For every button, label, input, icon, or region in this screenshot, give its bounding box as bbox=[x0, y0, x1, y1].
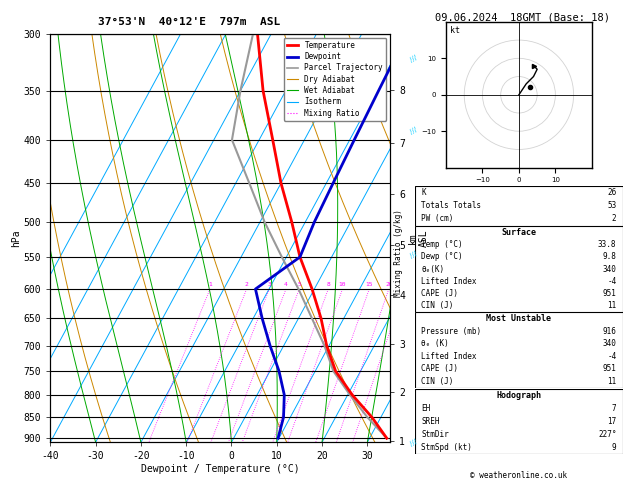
Text: Lifted Index: Lifted Index bbox=[421, 277, 477, 286]
Text: 11: 11 bbox=[607, 301, 616, 310]
Text: Surface: Surface bbox=[501, 228, 537, 237]
Text: Mixing Ratio (g/kg): Mixing Ratio (g/kg) bbox=[394, 209, 403, 296]
Text: 11: 11 bbox=[607, 377, 616, 386]
Text: StmDir: StmDir bbox=[421, 430, 449, 439]
Text: StmSpd (kt): StmSpd (kt) bbox=[421, 443, 472, 452]
Text: 20: 20 bbox=[385, 282, 392, 287]
Y-axis label: km
ASL: km ASL bbox=[408, 229, 429, 247]
Text: Most Unstable: Most Unstable bbox=[486, 314, 552, 323]
Text: 951: 951 bbox=[603, 364, 616, 374]
Text: ///: /// bbox=[409, 250, 418, 259]
Text: θₑ(K): θₑ(K) bbox=[421, 264, 445, 274]
Text: Temp (°C): Temp (°C) bbox=[421, 240, 463, 249]
Text: 340: 340 bbox=[603, 339, 616, 348]
Text: 17: 17 bbox=[607, 417, 616, 426]
Text: 8: 8 bbox=[326, 282, 330, 287]
Text: © weatheronline.co.uk: © weatheronline.co.uk bbox=[470, 471, 567, 480]
Text: kt: kt bbox=[450, 26, 460, 35]
Text: 5: 5 bbox=[298, 282, 301, 287]
Text: 33.8: 33.8 bbox=[598, 240, 616, 249]
Text: 9: 9 bbox=[612, 443, 616, 452]
Text: CAPE (J): CAPE (J) bbox=[421, 289, 459, 298]
Text: 26: 26 bbox=[607, 188, 616, 197]
Text: EH: EH bbox=[421, 404, 431, 413]
Text: 227°: 227° bbox=[598, 430, 616, 439]
Text: CAPE (J): CAPE (J) bbox=[421, 364, 459, 374]
Text: K: K bbox=[421, 188, 426, 197]
Text: ///: /// bbox=[409, 55, 418, 64]
Text: 3: 3 bbox=[267, 282, 271, 287]
Text: 4: 4 bbox=[284, 282, 288, 287]
Text: 09.06.2024  18GMT (Base: 18): 09.06.2024 18GMT (Base: 18) bbox=[435, 12, 610, 22]
X-axis label: Dewpoint / Temperature (°C): Dewpoint / Temperature (°C) bbox=[141, 464, 299, 474]
Text: 340: 340 bbox=[603, 264, 616, 274]
Text: Lifted Index: Lifted Index bbox=[421, 352, 477, 361]
Text: 951: 951 bbox=[603, 289, 616, 298]
Text: 916: 916 bbox=[603, 327, 616, 336]
Text: 7: 7 bbox=[612, 404, 616, 413]
Text: PW (cm): PW (cm) bbox=[421, 214, 454, 224]
Text: ///: /// bbox=[409, 126, 418, 135]
Y-axis label: hPa: hPa bbox=[11, 229, 21, 247]
Text: 10: 10 bbox=[339, 282, 347, 287]
Text: -4: -4 bbox=[607, 277, 616, 286]
Text: -4: -4 bbox=[607, 352, 616, 361]
Text: ///: /// bbox=[409, 438, 418, 447]
Text: 37°53'N  40°12'E  797m  ASL: 37°53'N 40°12'E 797m ASL bbox=[97, 17, 280, 27]
Text: Totals Totals: Totals Totals bbox=[421, 201, 481, 210]
Text: CIN (J): CIN (J) bbox=[421, 301, 454, 310]
Text: Pressure (mb): Pressure (mb) bbox=[421, 327, 481, 336]
Text: Hodograph: Hodograph bbox=[496, 391, 542, 400]
Text: 53: 53 bbox=[607, 201, 616, 210]
Text: 2: 2 bbox=[612, 214, 616, 224]
Text: 1: 1 bbox=[208, 282, 212, 287]
Text: Dewp (°C): Dewp (°C) bbox=[421, 252, 463, 261]
Text: SREH: SREH bbox=[421, 417, 440, 426]
Text: θₑ (K): θₑ (K) bbox=[421, 339, 449, 348]
Text: CIN (J): CIN (J) bbox=[421, 377, 454, 386]
Legend: Temperature, Dewpoint, Parcel Trajectory, Dry Adiabat, Wet Adiabat, Isotherm, Mi: Temperature, Dewpoint, Parcel Trajectory… bbox=[284, 38, 386, 121]
Text: 15: 15 bbox=[365, 282, 373, 287]
Text: 2: 2 bbox=[245, 282, 248, 287]
Text: 9.8: 9.8 bbox=[603, 252, 616, 261]
